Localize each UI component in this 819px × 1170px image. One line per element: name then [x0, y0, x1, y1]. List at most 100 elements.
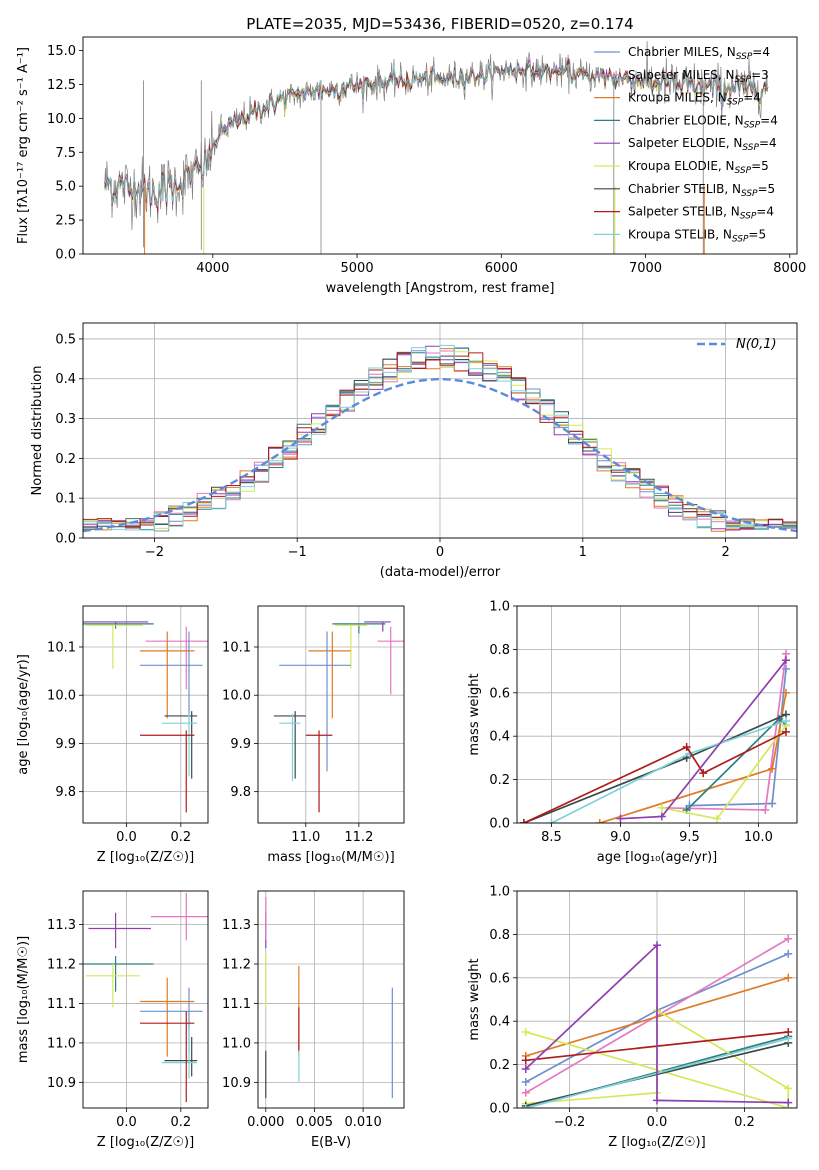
mass-weight-marker	[784, 1098, 793, 1107]
x-axis-label: mass [log₁₀(M/M☉)]	[267, 850, 394, 865]
model-spectrum-line	[104, 59, 768, 208]
x-tick-label: 0.000	[247, 1115, 284, 1130]
mass-weight-marker	[784, 1084, 793, 1093]
histogram-step-line	[83, 352, 797, 529]
x-tick-label: 11.0	[291, 830, 320, 845]
axes-frame	[516, 605, 798, 824]
errorbar-point	[140, 987, 203, 1051]
mass-weight-marker	[521, 1104, 530, 1108]
legend-entry: Kroupa STELIB, NSSP=5	[628, 227, 766, 244]
x-tick-label: 0.005	[296, 1115, 333, 1130]
errorbar-point	[305, 730, 333, 813]
y-tick-label: 11.2	[222, 957, 251, 972]
histogram-plot	[83, 344, 797, 533]
mass-weight-marker	[521, 1064, 530, 1073]
mass-weight-marker	[521, 1088, 530, 1097]
legend-entry: N(0,1)	[736, 337, 777, 352]
legend-entry: Salpeter ELODIE, NSSP=4	[628, 136, 777, 153]
errorbar-point	[83, 956, 154, 992]
mass-weight-marker	[653, 941, 661, 950]
y-tick-label: 0.2	[55, 452, 76, 467]
mass-weight-line	[620, 659, 787, 820]
y-tick-label: 0.6	[489, 971, 510, 986]
axes-frame	[257, 890, 405, 1109]
y-tick-label: 0.0	[55, 248, 76, 263]
x-axis-label: age [log₁₀(age/yr)]	[597, 850, 718, 865]
errorbar-point	[273, 711, 306, 779]
errorbar-point	[279, 631, 351, 772]
errorbar-plot-mass_vs_Z	[83, 892, 208, 1103]
mass-weight-marker	[657, 812, 666, 821]
mass-weight-marker	[616, 814, 625, 823]
histogram-step-line	[83, 350, 797, 529]
errorbar-point	[334, 624, 367, 669]
errorbar-point	[150, 892, 208, 941]
figure-title: PLATE=2035, MJD=53436, FIBERID=0520, z=0…	[246, 15, 633, 33]
y-tick-label: 10.1	[47, 640, 76, 655]
mass-weight-marker	[653, 1096, 661, 1105]
mass-weight-marker	[784, 973, 793, 982]
errorbar-plot-age_vs_Z	[83, 621, 208, 813]
x-axis-label: E(B-V)	[311, 1135, 351, 1150]
mass-weight-marker	[784, 949, 793, 958]
x-axis-label: (data-model)/error	[380, 565, 501, 580]
y-tick-label: 10.9	[222, 1076, 251, 1091]
y-tick-label: 0.4	[489, 730, 510, 745]
y-tick-label: 0.8	[489, 928, 510, 943]
y-tick-label: 0.6	[489, 686, 510, 701]
line-plot-weight_vs_age	[519, 649, 790, 823]
mass-weight-marker	[519, 819, 528, 823]
x-tick-label: 8.5	[541, 830, 562, 845]
mass-weight-marker	[682, 743, 691, 752]
y-tick-label: 5.0	[55, 180, 76, 195]
mass-weight-marker	[781, 656, 790, 665]
histogram-step-line	[83, 348, 797, 532]
x-tick-label: −1	[288, 545, 307, 560]
model-spectrum-line	[104, 62, 768, 208]
errorbar-point	[140, 730, 195, 813]
x-tick-label: 9.5	[679, 830, 700, 845]
mass-weight-marker	[781, 717, 790, 726]
y-tick-label: 0.0	[489, 817, 510, 832]
x-tick-label: 6000	[485, 261, 518, 276]
y-tick-label: 0.2	[489, 1058, 510, 1073]
axes-mass_vs_ebv: 0.000 0.005 0.010 10.9 11.0 11.1 11.2 11.3 E(B-V…	[222, 891, 404, 1150]
y-axis-label: age [log₁₀(age/yr)]	[16, 654, 31, 775]
errorbar-point	[164, 1036, 198, 1077]
y-tick-label: 0.0	[55, 532, 76, 547]
legend-entry: Salpeter MILES, NSSP=3	[628, 68, 769, 85]
mass-weight-marker	[784, 1028, 793, 1037]
y-tick-label: 10.0	[222, 689, 251, 704]
legend-entry: Chabrier MILES, NSSP=4	[628, 45, 770, 62]
histogram-step-line	[83, 351, 797, 529]
y-tick-label: 9.9	[230, 737, 251, 752]
mass-weight-marker	[784, 934, 793, 943]
mass-weight-marker	[521, 1077, 530, 1086]
y-tick-label: 10.1	[222, 640, 251, 655]
mass-weight-marker	[768, 799, 777, 808]
mass-weight-marker	[781, 727, 790, 736]
y-axis-label: mass weight	[467, 958, 482, 1040]
y-tick-label: 12.5	[47, 78, 76, 93]
x-tick-label: 9.0	[610, 830, 631, 845]
x-tick-label: −2	[145, 545, 164, 560]
mass-weight-line	[525, 943, 789, 1104]
errorbar-point	[140, 977, 195, 1057]
errorbar-point	[85, 963, 141, 1008]
legend-entry: Salpeter STELIB, NSSP=4	[628, 205, 774, 222]
histogram-step-line	[83, 351, 797, 529]
x-tick-label: 0.0	[116, 830, 137, 845]
gaussian-curve	[83, 378, 797, 533]
mass-weight-marker	[781, 688, 790, 697]
mass-weight-marker	[657, 803, 666, 812]
y-tick-label: 0.3	[55, 412, 76, 427]
y-tick-label: 11.1	[222, 997, 251, 1012]
y-tick-label: 9.9	[55, 737, 76, 752]
axes-frame	[516, 890, 798, 1109]
x-axis-label: Z [log₁₀(Z/Z☉)]	[608, 1135, 705, 1150]
y-axis-label: Normed distribution	[30, 366, 45, 496]
x-tick-label: 0.2	[734, 1115, 755, 1130]
spectrum-plot	[104, 41, 769, 254]
y-tick-label: 11.3	[47, 918, 76, 933]
